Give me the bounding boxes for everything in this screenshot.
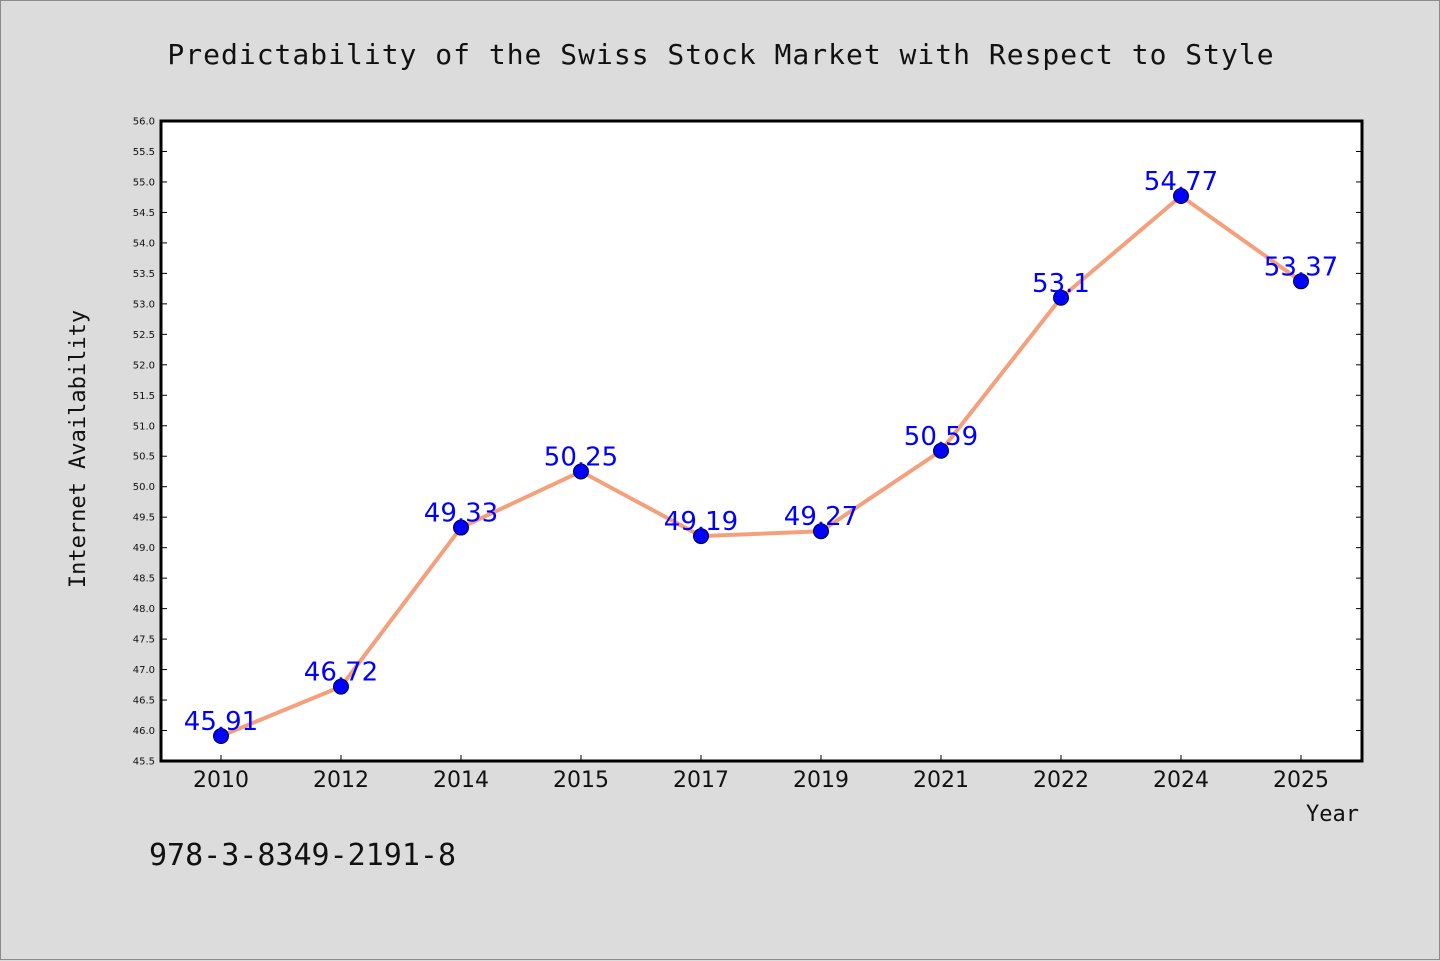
x-tick-label: 2021 — [913, 768, 969, 793]
y-tick-label: 48.5 — [133, 574, 155, 585]
x-tick-label: 2025 — [1273, 768, 1329, 793]
data-label: 49.27 — [784, 502, 858, 532]
y-tick-label: 46.0 — [133, 726, 155, 737]
data-point — [1173, 187, 1189, 204]
data-label: 50.59 — [904, 422, 978, 452]
y-tick-label: 50.0 — [133, 482, 155, 493]
data-label: 49.33 — [424, 499, 498, 529]
x-tick-label: 2014 — [433, 768, 489, 793]
x-axis-label: Year — [1306, 802, 1359, 827]
x-tick-label: 2024 — [1153, 768, 1209, 793]
data-point — [573, 463, 589, 480]
data-labels: 45.91 46.72 49.33 50.25 49.19 49.27 50.59 53.1 5… — [184, 167, 1338, 737]
y-tick-label: 52.0 — [133, 360, 155, 371]
data-point — [333, 678, 349, 695]
data-point — [453, 519, 469, 536]
data-label: 46.72 — [304, 658, 378, 688]
x-tick-label: 2019 — [793, 768, 849, 793]
x-tick-label: 2017 — [673, 768, 729, 793]
data-point — [693, 528, 709, 545]
y-tick-label: 53.5 — [133, 269, 155, 280]
data-label: 53.37 — [1264, 252, 1338, 282]
y-tick-label: 54.5 — [133, 208, 155, 219]
x-tick-label: 2010 — [193, 768, 249, 793]
x-axis-ticks: 2010 2012 2014 2015 2017 2019 2021 2022 2024 2025 — [193, 755, 1329, 793]
y-tick-label: 50.5 — [133, 452, 155, 463]
chart-title: Predictability of the Swiss Stock Market… — [167, 38, 1274, 71]
y-tick-label: 48.0 — [133, 604, 155, 615]
y-axis-ticks: 45.5 46.0 46.5 47.0 47.5 48.0 48.5 49.0 49.5 50.0… — [133, 117, 1362, 768]
x-tick-label: 2022 — [1033, 768, 1089, 793]
data-label: 45.91 — [184, 707, 258, 737]
y-tick-label: 55.0 — [133, 177, 155, 188]
data-markers — [213, 187, 1309, 745]
data-label: 53.1 — [1032, 269, 1090, 299]
y-tick-label: 52.5 — [133, 330, 155, 341]
data-point — [213, 728, 229, 745]
isbn-footnote: 978-3-8349-2191-8 — [149, 838, 456, 873]
data-point — [1293, 273, 1309, 290]
x-tick-label: 2015 — [553, 768, 609, 793]
data-point — [813, 523, 829, 540]
y-tick-label: 54.0 — [133, 238, 155, 249]
y-tick-label: 51.0 — [133, 421, 155, 432]
y-tick-label: 56.0 — [133, 117, 155, 128]
data-label: 49.19 — [664, 507, 738, 537]
x-tick-label: 2012 — [313, 768, 369, 793]
y-tick-label: 45.5 — [133, 757, 155, 768]
y-tick-label: 49.0 — [133, 543, 155, 554]
y-tick-label: 49.5 — [133, 513, 155, 524]
series-line — [220, 193, 1303, 738]
y-tick-label: 51.5 — [133, 391, 155, 402]
y-axis-label: Internet Availability — [66, 310, 91, 588]
y-tick-label: 46.5 — [133, 696, 155, 707]
y-tick-label: 55.5 — [133, 147, 155, 158]
y-tick-label: 47.5 — [133, 635, 155, 646]
data-point — [933, 442, 949, 459]
data-point — [1053, 289, 1069, 306]
y-tick-label: 47.0 — [133, 665, 155, 676]
y-tick-label: 53.0 — [133, 299, 155, 310]
data-label: 50.25 — [544, 442, 618, 472]
data-label: 54.77 — [1144, 167, 1218, 197]
plot-area — [159, 119, 1364, 763]
